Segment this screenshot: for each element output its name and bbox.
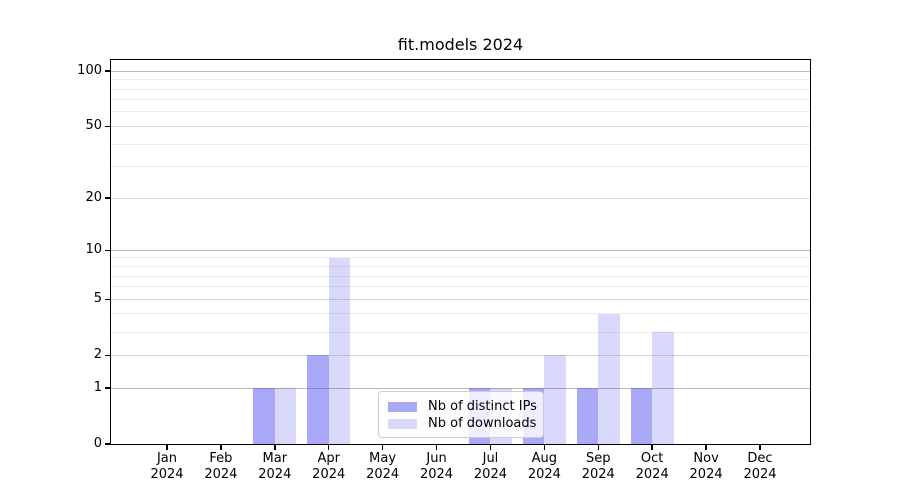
x-tick-apr — [327, 445, 330, 450]
bar-mar-distinct-ips — [253, 388, 275, 444]
x-tick-label-nov: Nov 2024 — [689, 451, 723, 482]
y-tick-2 — [105, 354, 110, 356]
gridline-y-6 — [111, 286, 810, 288]
y-tick-label-1: 1 — [93, 379, 102, 395]
legend-swatch-distinct-ips-icon — [388, 401, 417, 412]
x-tick-oct — [651, 445, 653, 450]
y-tick-label-2: 2 — [93, 346, 102, 362]
bar-apr-distinct-ips — [307, 355, 329, 444]
y-tick-10 — [105, 249, 110, 252]
x-tick-label-apr: Apr 2024 — [312, 451, 346, 482]
y-tick-5 — [105, 298, 110, 300]
gridline-y-50 — [111, 125, 810, 127]
bar-apr-downloads — [328, 257, 351, 444]
gridline-y-8 — [111, 266, 810, 267]
x-tick-nov — [705, 445, 707, 450]
gridline-y-70 — [111, 99, 810, 101]
legend-item-downloads: Nb of downloads — [388, 415, 537, 432]
y-tick-100 — [105, 70, 110, 72]
gridline-y-5 — [111, 298, 810, 300]
legend-swatch-downloads-icon — [388, 418, 417, 429]
gridline-y-60 — [111, 111, 810, 113]
gridline-y-4 — [111, 313, 810, 315]
x-tick-label-jul: Jul 2024 — [473, 451, 507, 482]
x-tick-may — [381, 445, 384, 450]
y-tick-label-20: 20 — [85, 189, 102, 205]
x-tick-label-mar: Mar 2024 — [258, 451, 292, 482]
bar-sep-distinct-ips — [576, 388, 599, 444]
gridline-y-40 — [111, 143, 810, 145]
bar-oct-downloads — [652, 332, 674, 444]
x-tick-feb — [220, 445, 222, 450]
bar-sep-downloads — [598, 313, 620, 444]
x-tick-jul — [489, 445, 492, 450]
bar-aug-downloads — [544, 355, 566, 444]
x-tick-label-feb: Feb 2024 — [204, 451, 238, 482]
legend-item-distinct-ips: Nb of distinct IPs — [388, 398, 537, 415]
x-tick-label-sep: Sep 2024 — [581, 451, 615, 482]
y-tick-label-10: 10 — [85, 241, 102, 257]
x-tick-sep — [597, 445, 600, 450]
gridline-y-90 — [111, 79, 810, 81]
x-tick-mar — [274, 445, 276, 450]
gridline-y-3 — [111, 331, 810, 333]
y-tick-label-100: 100 — [77, 62, 102, 78]
gridline-y-10 — [111, 249, 810, 251]
bar-mar-downloads — [274, 388, 297, 444]
gridline-y-1 — [111, 387, 810, 389]
x-tick-aug — [543, 445, 546, 450]
x-tick-jun — [435, 445, 438, 450]
x-tick-dec — [759, 445, 761, 450]
gridline-y-2 — [111, 354, 810, 356]
y-tick-20 — [105, 197, 110, 199]
x-tick-label-jan: Jan 2024 — [150, 451, 184, 482]
y-tick-0 — [105, 443, 110, 445]
y-tick-label-0: 0 — [93, 435, 102, 451]
legend-label-downloads: Nb of downloads — [428, 416, 537, 431]
gridline-y-7 — [111, 275, 810, 277]
y-tick-1 — [105, 387, 110, 389]
gridline-y-20 — [111, 197, 810, 199]
gridline-y-30 — [111, 166, 810, 168]
gridline-y-100 — [111, 70, 810, 72]
gridline-y-80 — [111, 88, 810, 90]
x-tick-label-may: May 2024 — [366, 451, 400, 482]
chart-legend: Nb of distinct IPs Nb of downloads — [378, 391, 544, 438]
gridline-y-9 — [111, 257, 810, 259]
legend-label-distinct-ips: Nb of distinct IPs — [428, 399, 537, 414]
x-tick-label-dec: Dec 2024 — [743, 451, 777, 482]
y-tick-label-5: 5 — [93, 290, 102, 306]
x-tick-label-jun: Jun 2024 — [419, 451, 454, 482]
y-tick-label-50: 50 — [85, 117, 102, 133]
x-tick-jan — [166, 445, 168, 450]
x-tick-label-oct: Oct 2024 — [635, 451, 669, 482]
y-tick-50 — [105, 125, 110, 128]
chart-title: fit.models 2024 — [397, 35, 524, 54]
x-tick-label-aug: Aug 2024 — [527, 451, 561, 482]
bar-oct-distinct-ips — [630, 388, 653, 444]
